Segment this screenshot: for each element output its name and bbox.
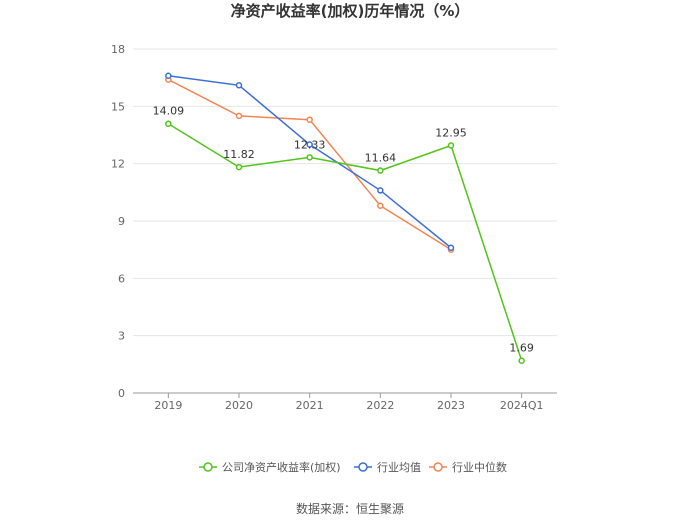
series-line-0: [167, 123, 523, 361]
x-tick-label: 2022: [366, 399, 394, 412]
x-tick-label: 2020: [225, 399, 253, 412]
data-point[interactable]: [235, 82, 243, 89]
chart-title: 净资产收益率(加权)历年情况（%）: [231, 2, 470, 20]
x-tick-label: 2024Q1: [500, 399, 544, 412]
grid: [133, 48, 557, 337]
data-point[interactable]: [377, 167, 384, 174]
data-point[interactable]: [306, 141, 313, 148]
data-point[interactable]: [306, 116, 313, 123]
data-label: 14.09: [153, 105, 185, 118]
data-point[interactable]: [518, 357, 525, 364]
data-label: 11.82: [223, 148, 255, 161]
data-point[interactable]: [447, 142, 455, 149]
x-axis: 2019 2020 2021 2022 2023 2024Q1: [133, 392, 557, 412]
y-tick-label: 9: [118, 215, 125, 228]
data-point[interactable]: [306, 154, 313, 161]
x-tick-label: 2021: [296, 399, 324, 412]
data-point[interactable]: [235, 163, 243, 171]
y-tick-label: 12: [111, 158, 125, 171]
data-label: 12.33: [294, 138, 326, 151]
legend[interactable]: 公司净资产收益率(加权) 行业均值 行业中位数: [199, 460, 507, 474]
series-line-2: [167, 78, 452, 251]
x-tick-label: 2019: [154, 399, 182, 412]
source-note: 数据来源：恒生聚源: [296, 501, 404, 516]
data-point[interactable]: [235, 112, 243, 120]
data-labels: 14.09 11.82 12.33 11.64 12.95 1.69: [153, 105, 534, 355]
y-axis: 0 3 6 9 12 15 18: [111, 43, 125, 400]
y-tick-label: 6: [118, 272, 125, 285]
data-point[interactable]: [377, 187, 384, 194]
data-point[interactable]: [377, 202, 384, 209]
series-group: [165, 72, 525, 364]
y-tick-label: 3: [118, 330, 125, 343]
legend-item-label[interactable]: 行业中位数: [452, 460, 507, 474]
legend-item-label[interactable]: 行业均值: [377, 461, 421, 474]
legend-item-label[interactable]: 公司净资产收益率(加权): [222, 460, 341, 474]
data-point[interactable]: [165, 72, 172, 80]
y-tick-label: 0: [118, 387, 125, 400]
data-point[interactable]: [165, 120, 172, 127]
y-tick-label: 18: [111, 43, 125, 56]
data-label: 11.64: [365, 152, 397, 165]
data-point[interactable]: [447, 244, 455, 252]
legend-marker: [433, 462, 443, 472]
legend-marker: [358, 462, 368, 472]
data-label: 1.69: [509, 342, 534, 355]
x-tick-label: 2023: [437, 399, 465, 412]
legend-marker: [203, 462, 213, 472]
y-tick-label: 15: [111, 100, 125, 113]
data-label: 12.95: [435, 127, 467, 140]
